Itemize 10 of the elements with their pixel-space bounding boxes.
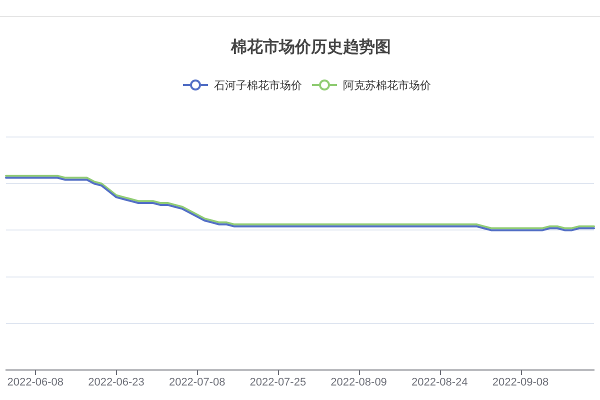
- legend-label: 石河子棉花市场价: [214, 78, 302, 92]
- x-tick-label: 2022-07-08: [168, 376, 226, 389]
- x-tick-label: 2022-06-08: [7, 376, 64, 389]
- x-tick-label: 2022-06-23: [88, 376, 144, 389]
- x-tick-label: 2022-09-08: [492, 376, 549, 389]
- x-tick-label: 2022-07-25: [250, 376, 306, 389]
- x-tick-label: 2022-08-24: [412, 376, 468, 389]
- chart-title: 棉花市场价历史趋势图: [230, 37, 391, 56]
- legend-label: 阿克苏棉花市场价: [343, 78, 431, 92]
- x-tick-label: 2022-08-09: [330, 376, 387, 389]
